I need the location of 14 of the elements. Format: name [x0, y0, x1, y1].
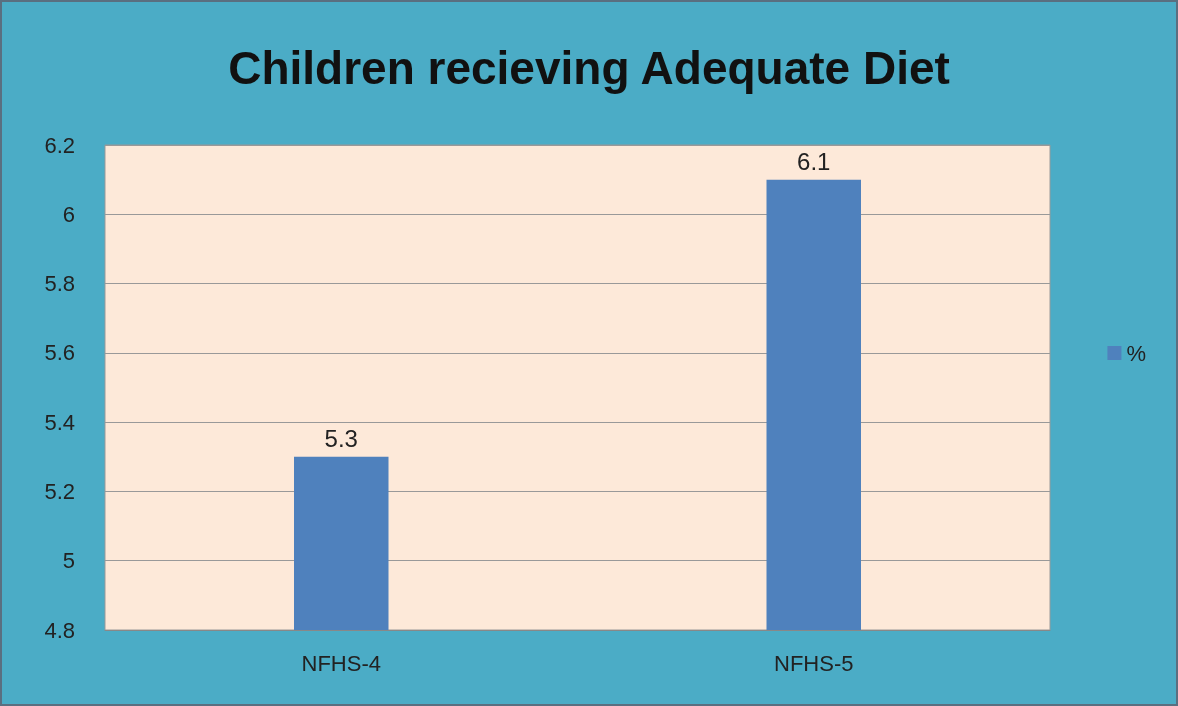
x-tick-label: NFHS-5 — [774, 650, 854, 676]
y-tick-label: 6.2 — [44, 132, 75, 158]
y-tick-label: 5.8 — [44, 271, 75, 297]
y-tick-label: 5.6 — [44, 340, 75, 366]
legend-label: % — [1126, 340, 1146, 366]
y-tick-label: 6 — [62, 201, 75, 227]
chart-title: Children recieving Adequate Diet — [228, 42, 950, 94]
y-tick-label: 5.2 — [44, 478, 75, 504]
y-tick-label: 5.4 — [44, 409, 75, 435]
x-tick-label: NFHS-4 — [301, 650, 381, 676]
data-label: 5.3 — [324, 425, 358, 453]
y-tick-label: 5 — [62, 548, 75, 574]
data-label: 6.1 — [797, 148, 831, 176]
y-tick-label: 4.8 — [44, 617, 75, 643]
